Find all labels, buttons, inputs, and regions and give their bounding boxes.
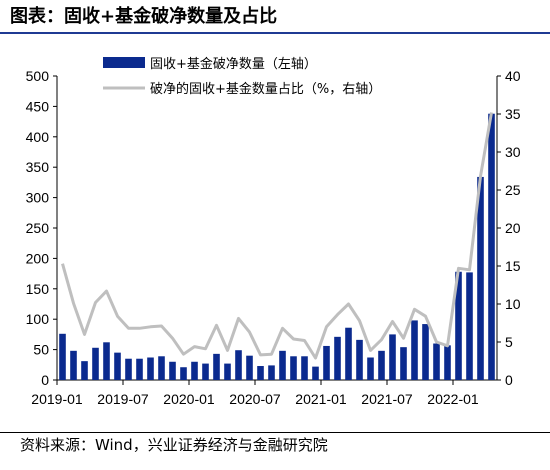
legend-label-count: 固收+基金破净数量（左轴） — [150, 56, 317, 72]
bar — [246, 355, 253, 380]
left-tick-label: 100 — [26, 311, 50, 327]
right-tick-label: 15 — [505, 258, 521, 274]
bar — [455, 271, 462, 380]
bar — [389, 334, 396, 380]
bar — [169, 361, 176, 380]
bar — [488, 113, 495, 381]
bar — [92, 347, 99, 380]
bar — [235, 350, 242, 380]
bar — [411, 320, 418, 380]
left-tick-label: 50 — [33, 342, 49, 358]
left-tick-label: 350 — [26, 159, 50, 175]
legend-bar-swatch — [103, 57, 145, 68]
right-tick-label: 20 — [505, 220, 521, 236]
bar — [444, 345, 451, 380]
right-tick-label: 25 — [505, 182, 521, 198]
bar — [290, 356, 297, 380]
chart: 固收+基金破净数量（左轴） 破净的固收+基金数量占比（%，右轴） 0501001… — [26, 56, 521, 407]
left-tick-label: 150 — [26, 281, 50, 297]
bar — [224, 363, 231, 380]
right-tick-label: 5 — [505, 334, 513, 350]
bar — [301, 356, 308, 380]
bar — [312, 366, 319, 380]
bar — [191, 361, 198, 380]
bar — [323, 345, 330, 380]
bar — [334, 336, 341, 380]
bar — [466, 272, 473, 380]
right-tick-label: 35 — [505, 106, 521, 122]
bar — [125, 358, 132, 380]
x-tick-label: 2021-07 — [361, 391, 413, 407]
x-tick-label: 2022-01 — [427, 391, 479, 407]
x-tick-label: 2019-01 — [31, 391, 83, 407]
legend: 固收+基金破净数量（左轴） 破净的固收+基金数量占比（%，右轴） — [103, 56, 381, 97]
bar — [400, 347, 407, 380]
bar — [345, 327, 352, 380]
bar — [180, 367, 187, 380]
x-tick-label: 2020-07 — [229, 391, 281, 407]
right-tick-label: 40 — [505, 68, 521, 84]
bar — [147, 357, 154, 380]
bar — [70, 350, 77, 380]
bar — [81, 361, 88, 380]
source-divider — [0, 432, 550, 433]
bar — [378, 350, 385, 380]
bar — [257, 366, 264, 380]
right-tick-label: 30 — [505, 144, 521, 160]
line-series — [61, 112, 493, 360]
bar — [158, 356, 165, 380]
bar — [268, 365, 275, 380]
source-note: 资料来源：Wind，兴业证券经济与金融研究院 — [20, 436, 328, 454]
bar — [477, 176, 484, 380]
bar — [103, 342, 110, 380]
bar — [202, 363, 209, 380]
left-tick-label: 300 — [26, 190, 50, 206]
chart-title: 图表：固收+基金破净数量及占比 — [10, 6, 278, 27]
bar — [136, 358, 143, 380]
x-tick-label: 2020-01 — [163, 391, 215, 407]
bar — [213, 353, 220, 380]
left-tick-label: 450 — [26, 98, 50, 114]
right-tick-label: 0 — [505, 372, 513, 388]
bar — [279, 350, 286, 380]
right-tick-label: 10 — [505, 296, 521, 312]
left-tick-label: 200 — [26, 250, 50, 266]
ratio-line — [61, 112, 493, 360]
left-tick-label: 250 — [26, 220, 50, 236]
x-tick-label: 2021-01 — [295, 391, 347, 407]
title-divider — [0, 32, 550, 34]
legend-label-ratio: 破净的固收+基金数量占比（%，右轴） — [150, 81, 381, 97]
bar — [114, 352, 121, 380]
bar — [367, 357, 374, 380]
bar-series — [59, 113, 495, 381]
left-tick-label: 500 — [26, 68, 50, 84]
bar — [433, 343, 440, 380]
left-tick-label: 400 — [26, 129, 50, 145]
bar — [356, 339, 363, 380]
x-tick-label: 2019-07 — [97, 391, 149, 407]
left-tick-label: 0 — [41, 372, 49, 388]
bar — [422, 324, 429, 380]
bar — [59, 333, 66, 380]
